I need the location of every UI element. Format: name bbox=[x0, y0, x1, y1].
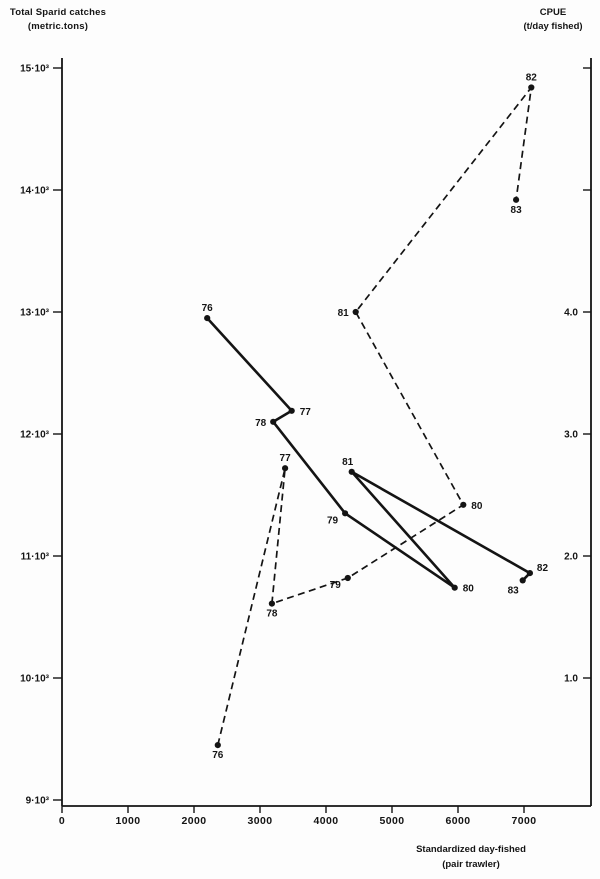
point-label-cpue-79: 79 bbox=[330, 580, 342, 591]
y-right-axis-title: CPUE (t/day fished) bbox=[508, 6, 598, 35]
y-right-tick-label: 4.0 bbox=[564, 308, 578, 319]
point-label-catches-82: 82 bbox=[537, 563, 549, 574]
y-left-tick-label: 10·10³ bbox=[20, 674, 50, 685]
data-point-catches-83 bbox=[519, 577, 526, 584]
data-point-cpue-83 bbox=[513, 196, 520, 203]
series-line-catches bbox=[206, 317, 532, 589]
y-left-tick-label: 14·10³ bbox=[20, 186, 50, 197]
data-point-cpue-78 bbox=[268, 600, 275, 607]
axis-frame bbox=[61, 58, 592, 807]
x-tick-label: 1000 bbox=[116, 815, 141, 827]
y-left-tick-label: 12·10³ bbox=[20, 430, 50, 441]
data-point-catches-81 bbox=[348, 468, 355, 475]
x-tick-label: 5000 bbox=[380, 815, 405, 827]
x-tick-label: 7000 bbox=[512, 815, 537, 827]
data-point-catches-78 bbox=[270, 418, 277, 425]
y-left-tick-label: 11·10³ bbox=[21, 552, 50, 563]
point-label-cpue-80: 80 bbox=[471, 501, 483, 512]
x-tick-label: 2000 bbox=[182, 815, 207, 827]
y-right-tick-label: 2.0 bbox=[564, 552, 578, 563]
point-label-catches-83: 83 bbox=[508, 585, 520, 596]
point-label-cpue-81: 81 bbox=[338, 308, 350, 319]
y-left-tick-label: 13·10³ bbox=[20, 308, 50, 319]
point-label-catches-77: 77 bbox=[300, 407, 312, 418]
y-right-title-line2: (t/day fished) bbox=[523, 21, 583, 33]
x-title-line1: Standardized day-fished bbox=[416, 844, 526, 855]
point-label-catches-79: 79 bbox=[327, 515, 339, 526]
point-label-catches-76: 76 bbox=[202, 303, 214, 314]
y-left-axis-title: Total Sparid catches (metric.tons) bbox=[3, 6, 113, 35]
point-label-cpue-78: 78 bbox=[266, 609, 278, 620]
point-label-cpue-83: 83 bbox=[511, 205, 523, 216]
point-label-cpue-76: 76 bbox=[212, 750, 224, 761]
x-tick-label: 6000 bbox=[446, 815, 471, 827]
y-left-tick-label: 9·10³ bbox=[26, 796, 50, 807]
y-right-title-line1: CPUE bbox=[539, 7, 567, 18]
x-title-line2: (pair trawler) bbox=[442, 858, 500, 870]
data-point-catches-79 bbox=[342, 510, 349, 517]
data-point-cpue-77 bbox=[282, 465, 289, 472]
data-point-cpue-80 bbox=[460, 501, 467, 508]
y-right-tick-label: 3.0 bbox=[564, 430, 578, 441]
data-point-cpue-82 bbox=[528, 84, 535, 91]
data-point-catches-82 bbox=[526, 570, 534, 577]
point-label-catches-80: 80 bbox=[463, 584, 475, 595]
y-left-title-line1: Total Sparid catches bbox=[9, 7, 107, 18]
x-axis-title: Standardized day-fished (pair trawler) bbox=[380, 843, 562, 872]
point-label-cpue-82: 82 bbox=[526, 73, 538, 84]
data-point-cpue-81 bbox=[352, 308, 359, 316]
x-tick-label: 0 bbox=[59, 815, 65, 827]
data-point-catches-80 bbox=[451, 584, 458, 591]
x-tick-label: 4000 bbox=[314, 815, 339, 827]
series-line-cpue bbox=[216, 84, 533, 746]
y-left-tick-label: 15·10³ bbox=[20, 64, 50, 75]
x-tick-label: 3000 bbox=[248, 815, 273, 827]
point-label-catches-81: 81 bbox=[342, 457, 354, 468]
point-label-catches-78: 78 bbox=[255, 418, 267, 429]
y-left-title-line2: (metric.tons) bbox=[27, 21, 89, 33]
data-point-catches-76 bbox=[204, 315, 211, 322]
data-point-catches-77 bbox=[288, 407, 295, 414]
data-point-cpue-76 bbox=[214, 742, 221, 749]
data-point-cpue-79 bbox=[344, 574, 351, 582]
y-right-tick-label: 1.0 bbox=[564, 674, 578, 685]
point-label-cpue-77: 77 bbox=[280, 453, 292, 464]
